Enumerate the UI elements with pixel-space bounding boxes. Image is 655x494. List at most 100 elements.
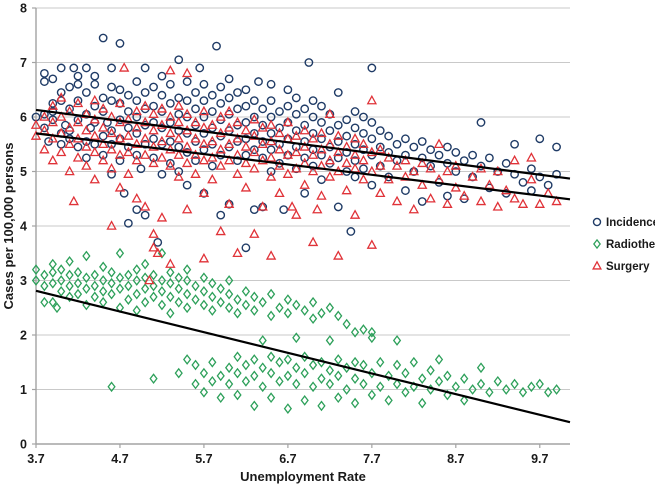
data-point xyxy=(73,266,83,278)
data-point xyxy=(216,98,226,108)
data-point xyxy=(460,395,469,406)
data-point xyxy=(300,367,309,379)
data-point xyxy=(107,139,116,149)
data-point xyxy=(274,127,285,138)
data-point xyxy=(56,63,66,73)
data-point xyxy=(307,236,319,247)
data-point xyxy=(132,288,141,300)
data-point xyxy=(265,250,277,260)
data-point xyxy=(275,123,284,133)
data-point xyxy=(191,156,200,166)
data-point xyxy=(249,205,259,215)
data-point xyxy=(308,296,318,308)
y-tick-label: 7 xyxy=(20,56,27,70)
data-point xyxy=(317,175,326,185)
data-point xyxy=(181,203,193,214)
data-point xyxy=(208,291,217,303)
data-point xyxy=(526,164,536,174)
data-point xyxy=(283,307,293,319)
data-point xyxy=(232,133,243,143)
data-point xyxy=(183,354,192,365)
data-point xyxy=(325,335,334,346)
data-point xyxy=(208,277,217,289)
data-point xyxy=(97,138,109,148)
data-point xyxy=(266,310,276,322)
data-point xyxy=(207,173,218,184)
data-point xyxy=(174,296,183,308)
data-point xyxy=(366,239,378,249)
data-point xyxy=(249,146,260,157)
data-point xyxy=(89,130,100,140)
data-point xyxy=(144,274,155,285)
data-point xyxy=(98,93,108,103)
data-point xyxy=(64,122,75,132)
data-point xyxy=(233,367,242,379)
data-point xyxy=(149,153,158,163)
data-point xyxy=(249,113,260,124)
data-point xyxy=(241,375,251,387)
data-point xyxy=(409,142,419,152)
data-point xyxy=(156,212,168,222)
data-point xyxy=(132,96,142,106)
data-point xyxy=(312,203,323,214)
data-point xyxy=(199,286,209,297)
data-point xyxy=(166,307,175,319)
data-point xyxy=(392,139,402,149)
data-point xyxy=(73,79,83,89)
data-point xyxy=(132,205,142,215)
data-point xyxy=(350,172,360,182)
data-point xyxy=(291,93,301,103)
data-point xyxy=(484,153,494,163)
data-point xyxy=(99,275,108,286)
data-point xyxy=(333,146,344,157)
data-point xyxy=(350,356,360,368)
data-point xyxy=(324,108,336,119)
data-point xyxy=(443,142,452,152)
data-point xyxy=(240,141,252,151)
data-point xyxy=(89,113,100,124)
data-point xyxy=(157,275,167,286)
data-point xyxy=(383,152,394,162)
data-point xyxy=(232,247,243,257)
data-point xyxy=(299,124,310,135)
data-point xyxy=(325,302,334,314)
data-point xyxy=(265,152,277,162)
data-point xyxy=(40,269,49,281)
data-point xyxy=(279,205,289,215)
data-point xyxy=(140,88,150,97)
data-point xyxy=(141,272,150,284)
data-point xyxy=(275,356,284,368)
data-point xyxy=(299,179,310,189)
data-point xyxy=(317,373,326,384)
data-point xyxy=(552,384,561,395)
data-point xyxy=(99,286,108,297)
data-point xyxy=(191,104,200,114)
data-point xyxy=(425,163,436,173)
data-point xyxy=(292,299,301,311)
data-point xyxy=(535,378,544,390)
data-point xyxy=(291,163,302,173)
data-point xyxy=(475,195,487,206)
data-point xyxy=(181,67,193,78)
data-point xyxy=(124,294,133,305)
data-point xyxy=(174,367,183,379)
data-point xyxy=(173,171,184,181)
y-tick-label: 8 xyxy=(20,2,27,16)
data-point xyxy=(367,134,377,144)
data-point xyxy=(367,367,376,379)
data-point xyxy=(492,201,503,211)
data-point xyxy=(156,135,168,146)
data-point xyxy=(510,139,519,149)
data-point xyxy=(291,209,302,219)
data-point xyxy=(182,180,192,190)
data-point xyxy=(258,137,268,146)
data-point xyxy=(195,63,205,73)
data-point xyxy=(274,143,285,154)
data-point xyxy=(417,153,427,163)
data-point xyxy=(47,100,58,110)
data-point xyxy=(89,146,100,157)
data-point xyxy=(417,157,428,168)
data-point xyxy=(291,109,301,119)
data-point xyxy=(157,299,167,311)
data-point xyxy=(250,400,259,412)
